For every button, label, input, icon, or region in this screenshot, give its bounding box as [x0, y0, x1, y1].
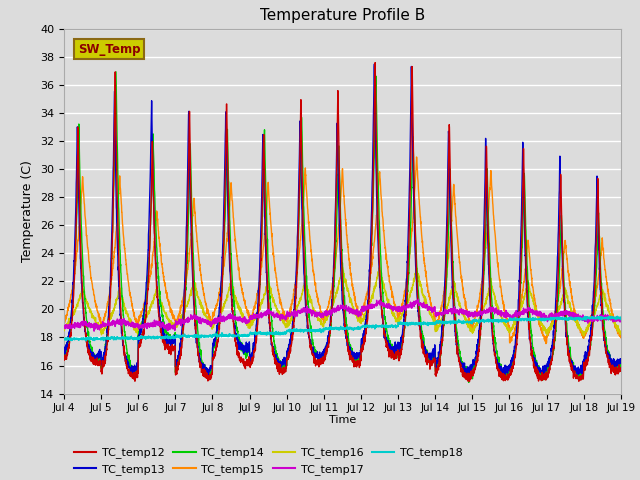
- Title: Temperature Profile B: Temperature Profile B: [260, 9, 425, 24]
- Legend: TC_temp12, TC_temp13, TC_temp14, TC_temp15, TC_temp16, TC_temp17, TC_temp18: TC_temp12, TC_temp13, TC_temp14, TC_temp…: [70, 443, 467, 479]
- Text: SW_Temp: SW_Temp: [78, 43, 140, 56]
- Y-axis label: Temperature (C): Temperature (C): [22, 160, 35, 262]
- X-axis label: Time: Time: [329, 415, 356, 425]
